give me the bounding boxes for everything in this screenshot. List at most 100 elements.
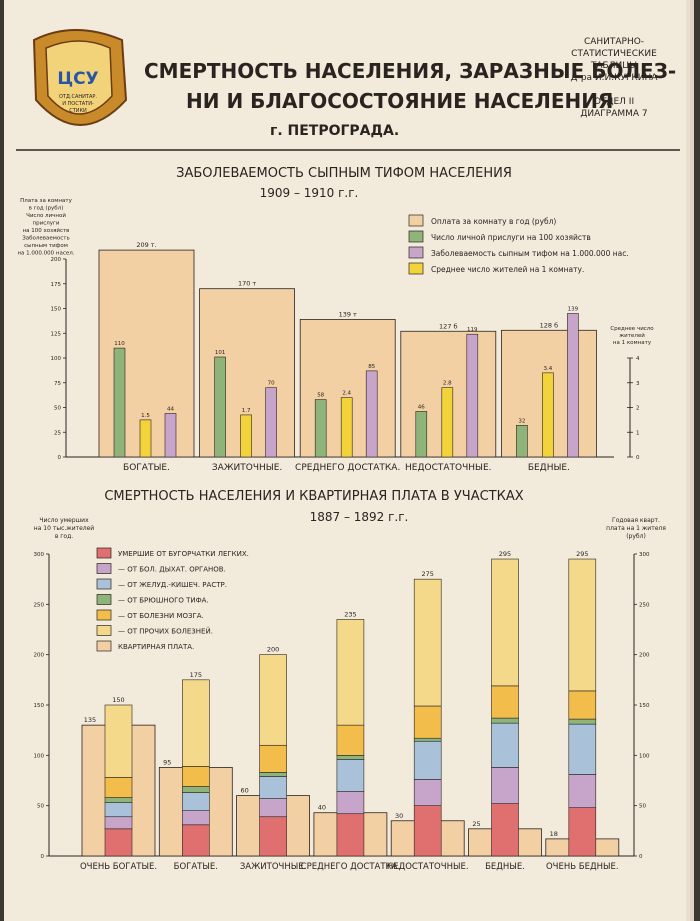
chart2-ytick-label-6: 300 — [34, 552, 45, 558]
chart1-bar-2-0 — [314, 399, 327, 458]
chart2-category-label-1: БОГАТЫЕ. — [174, 862, 218, 872]
chart2-total-label-0: 150 — [112, 696, 124, 704]
chart1-ylabel-left-5: Заболеваемость — [22, 236, 70, 242]
chart1-rent-label-4: 128 б — [540, 321, 558, 329]
chart2-stack-6-4 — [568, 690, 597, 720]
chart1-rent-label-2: 139 т — [339, 310, 357, 318]
chart1-bar-2-2 — [365, 370, 378, 458]
chart1-ytick-right-label-3: 3 — [636, 381, 640, 387]
chart2-stack-0-3 — [104, 797, 133, 803]
chart2-stack-2-4 — [259, 744, 287, 773]
chart1-ytick-label-0: 0 — [58, 455, 62, 461]
chart2-stack-4-1 — [413, 779, 442, 806]
chart2-legend-swatch-6 — [96, 640, 112, 652]
chart2-stack-3-4 — [336, 724, 365, 756]
chart1-ylabel-right-2: на 1 комнату — [613, 340, 652, 346]
chart2-stack-6-1 — [568, 774, 597, 808]
chart2-stack-6-2 — [568, 723, 597, 775]
chart1-bar-label-1-2: 70 — [268, 381, 275, 387]
chart2-category-label-2: ЗАЖИТОЧНЫЕ. — [240, 862, 306, 872]
chart2-ytick-right-label-3: 150 — [639, 703, 650, 709]
chart1-ytick-label-1: 25 — [54, 430, 61, 436]
chart2-category-label-4: НЕДОСТАТОЧНЫЕ. — [387, 862, 469, 872]
chart1-bar-label-0-0: 110 — [114, 341, 125, 347]
chart2-stack-5-1 — [491, 767, 519, 804]
chart2-ytick-label-4: 200 — [34, 653, 45, 659]
chart2-ylabel-right-2: (рубл) — [626, 533, 646, 540]
chart1-ylabel-left-7: на 1.000.000 насел. — [17, 251, 74, 257]
chart2-category-label-6: ОЧЕНЬ БЕДНЫЕ. — [546, 862, 619, 872]
chart2-stack-3-2 — [336, 759, 365, 792]
chart2-stack-0-2 — [104, 802, 133, 818]
chart1-ylabel-left-4: на 100 хозяйств — [23, 227, 70, 234]
chart2-ytick-right-label-0: 0 — [639, 854, 643, 860]
right-header-2: СТАТИСТИЧЕСКИЕ — [571, 49, 657, 59]
chart1-bar-0-0 — [113, 347, 126, 458]
chart1-ytick-right-label-1: 1 — [636, 430, 640, 436]
chart1-bar-label-2-2: 85 — [368, 364, 375, 370]
chart2-legend-label-6: КВАРТИРНАЯ ПЛАТА. — [118, 643, 194, 651]
chart1-legend-label-2: Заболеваемость сыпным тифом на 1.000.000… — [431, 249, 629, 258]
poster-sheet: ЦСУ ОТД.САНИТАР. И ПОСТАТИ- СТИКИ СМЕРТН… — [4, 0, 686, 921]
main-title-line-2: НИ И БЛАГОСОСТОЯНИЕ НАСЕЛЕНИЯ — [186, 89, 613, 113]
chart2-rent-label-4: 30 — [395, 812, 403, 820]
poster-figure: ЦСУ ОТД.САНИТАР. И ПОСТАТИ- СТИКИ СМЕРТН… — [16, 29, 680, 872]
right-header-5: ОТДЕЛ II — [594, 97, 634, 107]
chart1-bar-4-1 — [542, 372, 554, 458]
chart2-stack-4-5 — [413, 578, 442, 707]
chart2-legend-label-1: — ОТ БОЛ. ДЫХАТ. ОРГАНОВ. — [118, 566, 226, 574]
chart1-ylabel-right-0: Среднее число — [610, 326, 654, 332]
chart1-legend-label-3: Среднее число жителей на 1 комнату. — [431, 265, 584, 274]
chart2-ytick-right-label-5: 250 — [639, 602, 650, 608]
emblem-sub-2: И ПОСТАТИ- — [62, 101, 94, 107]
chart2-stack-6-5 — [568, 558, 597, 692]
chart1-bar-4-2 — [567, 313, 579, 458]
chart2-ytick-label-2: 100 — [34, 753, 45, 759]
chart1-ylabel-left-1: в год (рубл) — [29, 206, 64, 212]
chart2-ytick-label-3: 150 — [34, 703, 45, 709]
chart2-total-label-3: 235 — [344, 610, 356, 618]
chart2-rent-label-0: 135 — [84, 716, 96, 724]
chart1-ytick-label-4: 100 — [51, 356, 62, 362]
right-header-1: САНИТАРНО- — [584, 37, 644, 47]
chart2-stack-6-3 — [568, 718, 597, 725]
chart1-bar-3-2 — [466, 333, 479, 458]
chart1-bar-label-0-1: 1.5 — [141, 413, 150, 419]
chart2-stack-4-3 — [413, 737, 442, 742]
chart1-bar-3-1 — [441, 387, 454, 458]
chart2-ylabel-right-1: плата на 1 жителя — [606, 525, 666, 532]
chart1-legend-label-1: Число личной прислуги на 100 хозяйств — [431, 233, 591, 242]
chart2-stack-2-3 — [259, 772, 287, 777]
chart2-stack-3-3 — [336, 755, 365, 760]
chart2-stack-2-2 — [259, 776, 287, 799]
chart1-ylabel-left-6: сыпным тифом — [24, 243, 68, 249]
chart1-bar-label-2-1: 2.4 — [342, 391, 351, 397]
chart2-stack-0-4 — [104, 777, 133, 798]
chart2-total-label-5: 295 — [499, 550, 511, 558]
chart1-legend-swatch-0 — [408, 214, 424, 227]
chart2-stack-1-2 — [182, 792, 210, 812]
chart2-ytick-label-5: 250 — [34, 602, 45, 608]
chart2-total-label-6: 295 — [576, 550, 588, 558]
emblem-text: ЦСУ — [57, 69, 98, 89]
chart2-legend-swatch-0 — [96, 547, 112, 559]
chart2-rent-label-3: 40 — [318, 804, 326, 812]
right-header-4: Д-ра И.И.КУРКИНА — [571, 73, 659, 83]
chart1-rent-label-0: 209 т. — [136, 241, 156, 249]
chart2-stack-0-0 — [104, 828, 133, 857]
chart1-bar-label-3-1: 2.8 — [443, 381, 452, 387]
chart2-total-label-4: 275 — [421, 570, 433, 578]
chart2-legend-label-3: — ОТ БРЮШНОГО ТИФА. — [118, 597, 209, 605]
chart2-ytick-right-label-6: 300 — [639, 552, 650, 558]
chart2-legend-swatch-2 — [96, 578, 112, 590]
chart1-bar-label-4-2: 139 — [568, 306, 579, 312]
chart2-category-label-0: ОЧЕНЬ БОГАТЫЕ. — [80, 862, 157, 872]
chart1-category-label-1: ЗАЖИТОЧНЫЕ. — [212, 463, 282, 473]
chart2-stack-3-5 — [336, 619, 365, 726]
chart2-legend-label-4: — ОТ БОЛЕЗНИ МОЗГА. — [118, 612, 204, 620]
chart1-bar-0-1 — [139, 419, 152, 458]
chart2-ylabel-left-0: Число умерших — [39, 517, 89, 524]
chart2-stack-3-0 — [336, 813, 365, 857]
chart1-ylabel-left-0: Плата за комнату — [20, 198, 72, 204]
